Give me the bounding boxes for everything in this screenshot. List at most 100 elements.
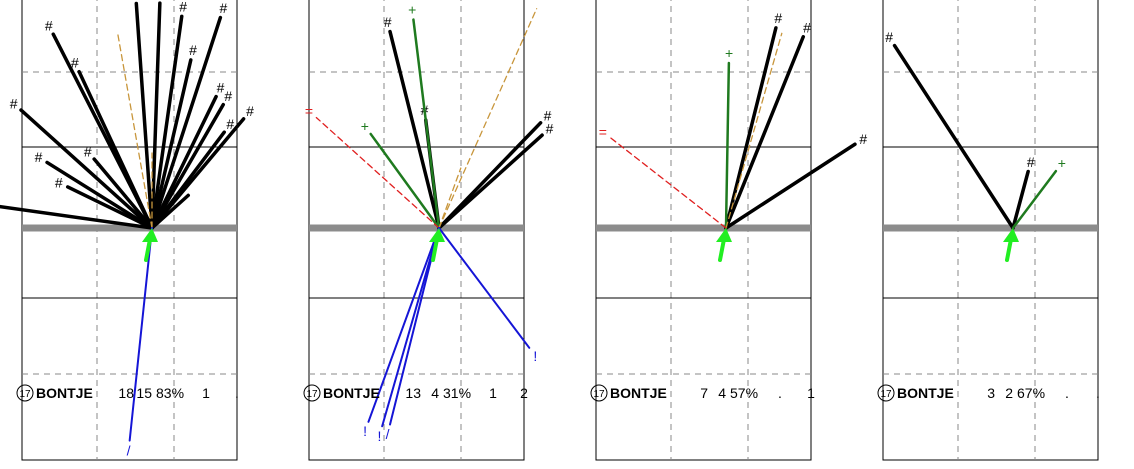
spoke-hit [92,157,154,230]
spoke-label: # [84,143,92,159]
spoke-label: / [127,443,131,459]
batter-arrow-head [716,228,732,242]
spray-panel-3: # # # + = 17 BONTJE 7 4 57%. 1 [590,0,867,461]
spoke-plus [412,18,441,230]
stat-d: . [235,385,239,401]
spoke-label: # [220,0,228,16]
spoke-hit [1011,169,1030,230]
player-number-circle [877,384,895,402]
spoke-label: + [408,2,416,18]
player-number-circle [590,384,608,402]
spoke-label: # [189,42,197,58]
player-number-circle [303,384,321,402]
spoke-label: # [859,131,867,147]
stat-b: 15 [136,385,152,401]
batter-arrow-head [429,228,445,242]
player-number: 17 [593,389,605,400]
spoke-label: # [546,120,554,136]
spoke-label: ! [533,348,537,364]
spoke-hit [724,142,857,230]
spoke-plus [1011,169,1058,230]
spoke-label: # [217,80,225,96]
spoke-label: / [386,426,390,442]
spoke-hit [724,35,806,230]
spoke-label: = [599,124,607,140]
spoke-hit [150,15,223,230]
spoke-label: # [774,10,782,26]
spoke-label: # [803,19,811,35]
spoke-out [438,167,462,229]
spoke-label: # [226,116,234,132]
spoke-label: # [156,0,164,1]
spoke-label: # [55,175,63,191]
spoke-ground [381,227,440,428]
spoke-label: ! [363,423,367,439]
spoke-label: # [10,95,18,111]
spoke-label: # [384,14,392,30]
spoke-label: + [361,118,369,134]
player-name: BONTJE [610,385,667,401]
stat-b: 4 [718,385,726,401]
player-number: 17 [880,389,892,400]
spoke-out [725,32,783,229]
spray-panel-4: # # +17 BONTJE 3 2 67%.. [877,0,1100,461]
stat-b: 4 [431,385,439,401]
stat-a: 18 [118,385,134,401]
spoke-label: # [45,17,53,33]
stat-a: 13 [405,385,421,401]
spoke-hit [134,1,154,230]
spoke-out [438,8,538,229]
stat-c: 1 [489,385,497,401]
spoke-plus [369,132,441,230]
spoke-label: # [35,149,43,165]
spoke-label: + [1058,155,1066,171]
stat-c: . [778,385,782,401]
spoke-label: ! [377,428,381,444]
spoke-label: # [179,0,187,14]
batter-arrow-head [142,228,158,242]
spoke-label: = [305,103,313,119]
spoke-hit [45,160,154,230]
stat-d: . [1096,385,1100,401]
spoke-hit [150,117,246,230]
spoke-foul [610,137,727,229]
spoke-hit [388,29,441,230]
spoke-out [116,31,153,229]
spoke-hit [150,58,193,230]
spoke-ground [438,227,531,349]
spoke-label: # [544,108,552,124]
spoke-ground [128,227,153,442]
player-name: BONTJE [897,385,954,401]
stat-c: 1 [202,385,210,401]
spoke-hit [0,204,154,230]
player-number-circle [16,384,34,402]
spoke-hit [77,69,154,230]
stat-d: 2 [520,385,528,401]
spoke-ground [367,227,440,423]
spoke-hit [19,108,154,230]
player-number: 17 [19,389,31,400]
batter-arrow-head [1003,228,1019,242]
spoke-label: # [132,0,140,2]
player-name: BONTJE [36,385,93,401]
spoke-label: # [885,29,893,45]
spoke-label: # [246,103,254,119]
stat-a: 3 [987,385,995,401]
player-number: 17 [306,389,318,400]
spoke-hit [724,26,778,230]
spoke-label: # [1027,154,1035,170]
spoke-ground [389,227,440,426]
stat-d: 1 [807,385,815,401]
spoke-hit [892,43,1015,230]
stat-a: 7 [700,385,708,401]
spoke-label: # [71,55,79,71]
stat-pct: 67% [1017,385,1045,401]
spoke-hit [150,193,190,230]
stat-c: . [1065,385,1069,401]
stat-pct: 57% [730,385,758,401]
spoke-hit [150,1,162,230]
